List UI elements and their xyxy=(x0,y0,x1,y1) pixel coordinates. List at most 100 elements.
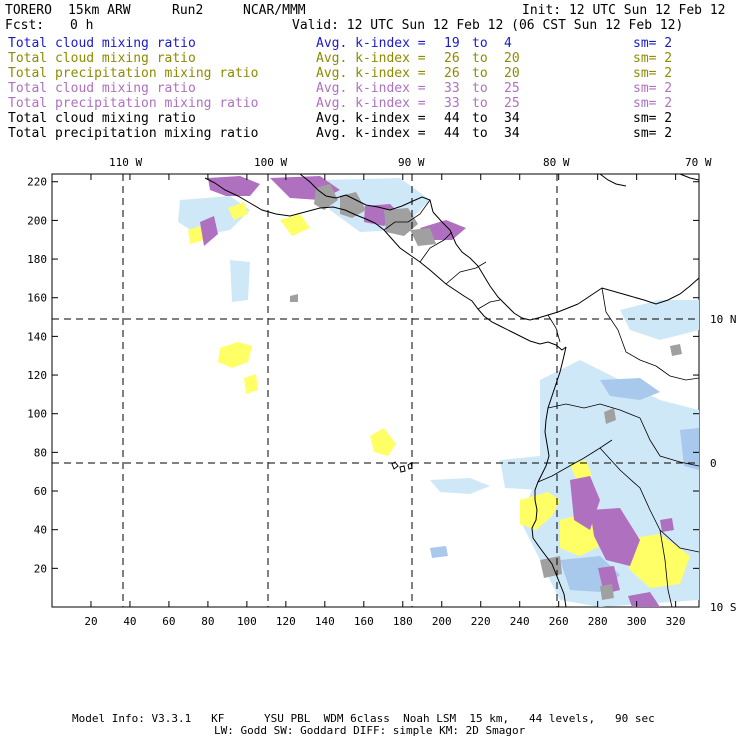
field-smoothing: sm= 2 xyxy=(633,81,673,96)
field-smoothing: sm= 2 xyxy=(633,36,673,51)
cloud-blue-1 xyxy=(680,428,699,470)
field-k-index-to: 25 xyxy=(504,96,520,111)
precip-yellow-1 xyxy=(244,374,258,394)
cloud-light-blue-1 xyxy=(430,478,490,494)
field-k-index-to-word: to xyxy=(472,111,488,126)
border-mexico-guatemala xyxy=(383,199,431,231)
x-tick-label: 80 xyxy=(201,615,214,628)
x-tick-label: 140 xyxy=(315,615,335,628)
longitude-label: 70 W xyxy=(685,156,712,169)
precip-yellow-8 xyxy=(280,214,310,236)
model-info-line2: LW: Godd SW: Goddard DIFF: simple KM: 2D… xyxy=(214,724,526,737)
field-k-index-to: 34 xyxy=(504,126,520,141)
field-smoothing: sm= 2 xyxy=(633,66,673,81)
x-tick-label: 40 xyxy=(123,615,136,628)
coastline-hispaniola xyxy=(679,173,700,181)
coastline-colombia-venezuela xyxy=(577,277,700,305)
field-smoothing: sm= 2 xyxy=(633,126,673,141)
x-tick-label: 260 xyxy=(549,615,569,628)
cloud-gray-1 xyxy=(340,192,366,218)
field-k-index-to-word: to xyxy=(472,36,488,51)
run-label: Run2 xyxy=(172,3,204,18)
x-tick-label: 220 xyxy=(471,615,491,628)
cloud-gray-3 xyxy=(410,228,436,246)
x-tick-label: 300 xyxy=(627,615,647,628)
x-tick-label: 120 xyxy=(276,615,296,628)
axis-ticks xyxy=(52,174,699,607)
precip-yellow-0 xyxy=(218,342,252,368)
border-colombia-brazil xyxy=(639,417,700,467)
forecast-label: Fcst: xyxy=(5,18,45,33)
y-tick-label: 120 xyxy=(27,369,47,382)
y-tick-label: 40 xyxy=(34,524,47,537)
field-k-index-label: Avg. k-index = xyxy=(316,126,426,141)
field-name: Total cloud mixing ratio xyxy=(8,51,196,66)
y-tick-label: 20 xyxy=(34,562,47,575)
border-colombia-venezuela xyxy=(601,287,657,367)
coastline-south-america-pacific xyxy=(531,346,567,608)
field-smoothing: sm= 2 xyxy=(633,96,673,111)
latitude-label: 10 N xyxy=(710,313,737,326)
field-name: Total cloud mixing ratio xyxy=(8,36,196,51)
field-k-index-label: Avg. k-index = xyxy=(316,81,426,96)
field-k-index-from: 33 xyxy=(444,96,460,111)
field-k-index-from: 44 xyxy=(444,111,460,126)
x-tick-label: 100 xyxy=(237,615,257,628)
y-tick-label: 200 xyxy=(27,214,47,227)
y-tick-label: 80 xyxy=(34,446,47,459)
valid-time: Valid: 12 UTC Sun 12 Feb 12 (06 CST Sun … xyxy=(292,18,684,33)
field-k-index-label: Avg. k-index = xyxy=(316,51,426,66)
cloud-gray-7 xyxy=(600,584,614,600)
field-k-index-from: 19 xyxy=(444,36,460,51)
lat-lon-grid xyxy=(52,174,699,607)
precip-yellow-3 xyxy=(520,492,560,530)
field-k-index-label: Avg. k-index = xyxy=(316,111,426,126)
model-info-line1: Model Info: V3.3.1 KF YSU PBL WDM 6class… xyxy=(72,712,655,725)
cloud-purple-0 xyxy=(208,176,260,196)
x-tick-label: 20 xyxy=(84,615,97,628)
cloud-light-blue-7 xyxy=(500,456,560,490)
field-k-index-from: 26 xyxy=(444,51,460,66)
field-k-index-to-word: to xyxy=(472,66,488,81)
forecast-value: 0 h xyxy=(70,18,94,33)
field-k-index-to: 20 xyxy=(504,66,520,81)
field-k-index-to-word: to xyxy=(472,51,488,66)
longitude-label: 90 W xyxy=(398,156,425,169)
coastline-layer xyxy=(204,173,700,608)
field-k-index-to: 20 xyxy=(504,51,520,66)
precip-yellow-5 xyxy=(620,534,690,588)
field-k-index-to: 25 xyxy=(504,81,520,96)
field-name: Total precipitation mixing ratio xyxy=(8,96,259,111)
cloud-gray-0 xyxy=(314,184,338,210)
border-honduras-nicaragua xyxy=(445,261,487,285)
cloud-blue-0 xyxy=(600,378,660,400)
precip-yellow-2 xyxy=(370,428,396,456)
y-tick-label: 180 xyxy=(27,253,47,266)
field-k-index-from: 26 xyxy=(444,66,460,81)
field-k-index-from: 44 xyxy=(444,126,460,141)
field-k-index-to-word: to xyxy=(472,126,488,141)
field-k-index-from: 33 xyxy=(444,81,460,96)
x-tick-label: 280 xyxy=(588,615,608,628)
cloud-purple-4 xyxy=(200,216,218,246)
model-resolution: 15km ARW xyxy=(68,3,131,18)
field-k-index-label: Avg. k-index = xyxy=(316,96,426,111)
coastline-mexico xyxy=(204,177,385,231)
field-name: Total cloud mixing ratio xyxy=(8,111,196,126)
field-k-index-to: 34 xyxy=(504,111,520,126)
x-tick-label: 180 xyxy=(393,615,413,628)
cloud-light-blue-5 xyxy=(230,260,250,302)
field-k-index-label: Avg. k-index = xyxy=(316,66,426,81)
y-tick-label: 220 xyxy=(27,176,47,189)
precip-yellow-9 xyxy=(188,226,204,244)
field-k-index-label: Avg. k-index = xyxy=(316,36,426,51)
field-k-index-to-word: to xyxy=(472,81,488,96)
border-peru-bolivia xyxy=(659,529,673,608)
field-k-index-to: 4 xyxy=(504,36,512,51)
x-tick-label: 60 xyxy=(162,615,175,628)
field-smoothing: sm= 2 xyxy=(633,111,673,126)
border-ecuador-peru xyxy=(537,439,613,483)
x-tick-label: 320 xyxy=(666,615,686,628)
x-tick-label: 160 xyxy=(354,615,374,628)
